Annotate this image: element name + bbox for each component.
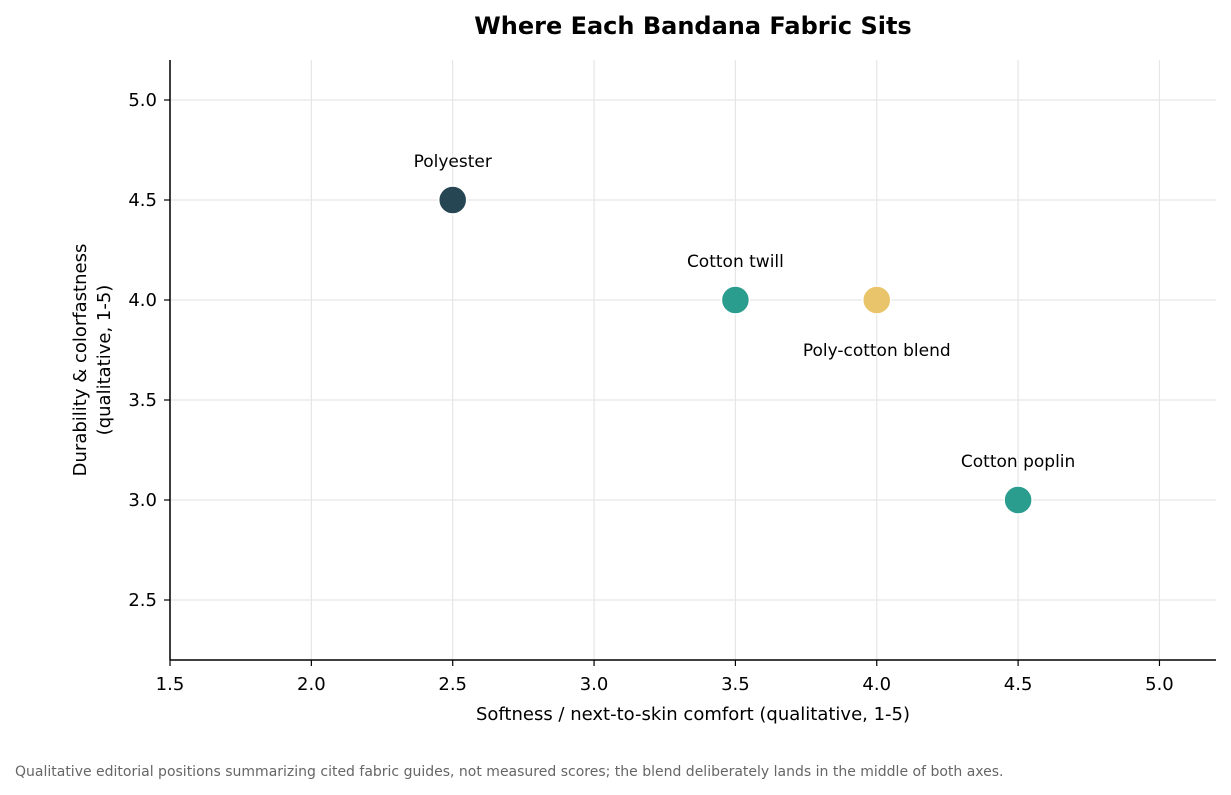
- data-points: [437, 185, 1033, 515]
- data-point-poly-cotton-blend: [862, 285, 892, 315]
- point-label-polyester: Polyester: [414, 152, 492, 172]
- x-tick-label: 5.0: [1145, 674, 1174, 695]
- x-tick-label: 2.0: [297, 674, 326, 695]
- y-tick-label: 5.0: [128, 90, 157, 111]
- point-label-poly-cotton-blend: Poly-cotton blend: [803, 341, 951, 361]
- x-tick-label: 4.0: [862, 674, 891, 695]
- x-tick-label: 2.5: [438, 674, 467, 695]
- y-axis-label-line-2: (qualitative, 1-5): [94, 285, 115, 436]
- x-axis-label: Softness / next-to-skin comfort (qualita…: [476, 704, 910, 725]
- y-axis-label: Durability & colorfastness (qualitative,…: [70, 244, 115, 477]
- chart-title: Where Each Bandana Fabric Sits: [474, 12, 911, 40]
- y-tick-label: 2.5: [128, 590, 157, 611]
- y-tick-label: 4.0: [128, 290, 157, 311]
- x-tick-label: 1.5: [156, 674, 185, 695]
- footnote: Qualitative editorial positions summariz…: [15, 764, 1004, 780]
- data-point-cotton-twill: [720, 285, 751, 315]
- y-tick-label: 3.5: [128, 390, 157, 411]
- x-tick-label: 3.5: [721, 674, 750, 695]
- point-label-cotton-twill: Cotton twill: [687, 252, 784, 272]
- grid-lines: [169, 60, 1216, 660]
- x-tick-label: 3.0: [580, 674, 609, 695]
- y-tick-label: 4.5: [128, 190, 157, 211]
- ticks: 1.5 2.0 2.5 3.0 3.5 4.0 4.5 5.0 2.5 3.0 3.5 4.0 4.5 5…: [128, 90, 1173, 695]
- y-axis-label-line-1: Durability & colorfastness: [70, 244, 91, 477]
- data-point-polyester: [437, 185, 468, 215]
- x-tick-label: 4.5: [1004, 674, 1033, 695]
- point-label-cotton-poplin: Cotton poplin: [961, 452, 1075, 472]
- y-tick-label: 3.0: [128, 490, 157, 511]
- data-point-cotton-poplin: [1003, 485, 1033, 515]
- point-labels: Polyester Cotton twill Poly-cotton blend Co…: [414, 152, 1076, 472]
- axes: [169, 60, 1216, 661]
